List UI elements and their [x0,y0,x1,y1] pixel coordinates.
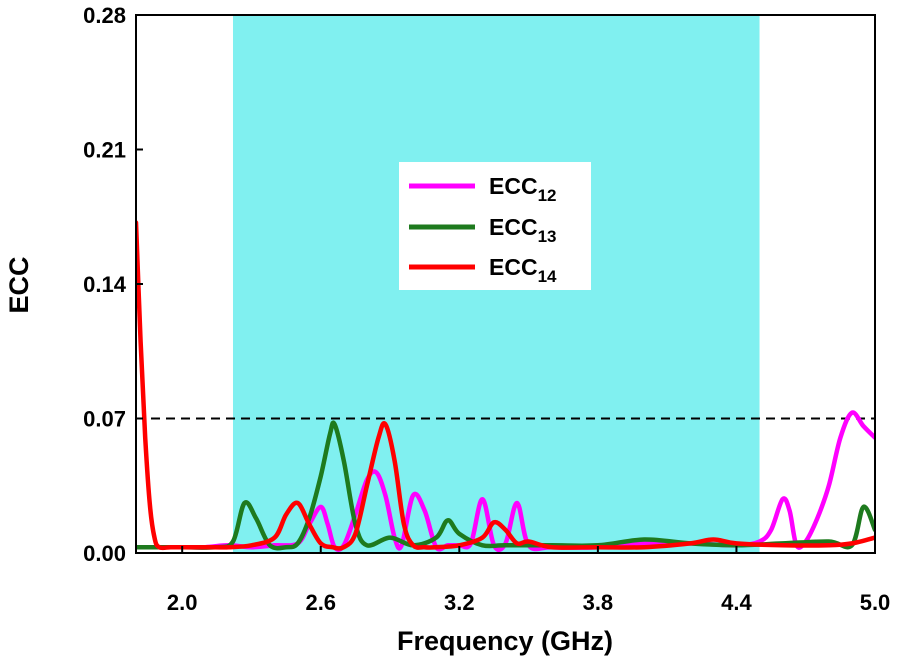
x-tick-label: 2.0 [167,590,198,615]
series-layer [136,220,875,553]
y-tick-label: 0.07 [83,407,126,432]
ticks-layer: 2.0 2.6 3.2 3.8 4.4 5.0 0.00 0.07 0.14 0.21 0.28 [83,3,890,615]
x-tick-label: 3.8 [583,590,614,615]
y-tick-label: 0.28 [83,3,126,28]
legend-label-ecc14: ECC14 [489,254,557,286]
x-tick-label: 2.6 [305,590,336,615]
series-line-ecc13 [136,420,875,551]
x-tick-label: 4.4 [721,590,752,615]
legend: ECC12 ECC13 ECC14 [399,162,591,290]
x-tick-label: 3.2 [444,590,475,615]
legend-label-ecc13: ECC13 [489,214,556,246]
series-line-ecc14 [136,220,875,551]
y-tick-label: 0.14 [83,272,127,297]
y-tick-label: 0.21 [83,138,126,163]
legend-label-ecc12: ECC12 [489,173,556,205]
y-tick-label: 0.00 [83,541,126,566]
x-tick-label: 5.0 [860,590,891,615]
x-axis-title: Frequency (GHz) [397,626,613,656]
y-axis-title: ECC [4,256,34,313]
